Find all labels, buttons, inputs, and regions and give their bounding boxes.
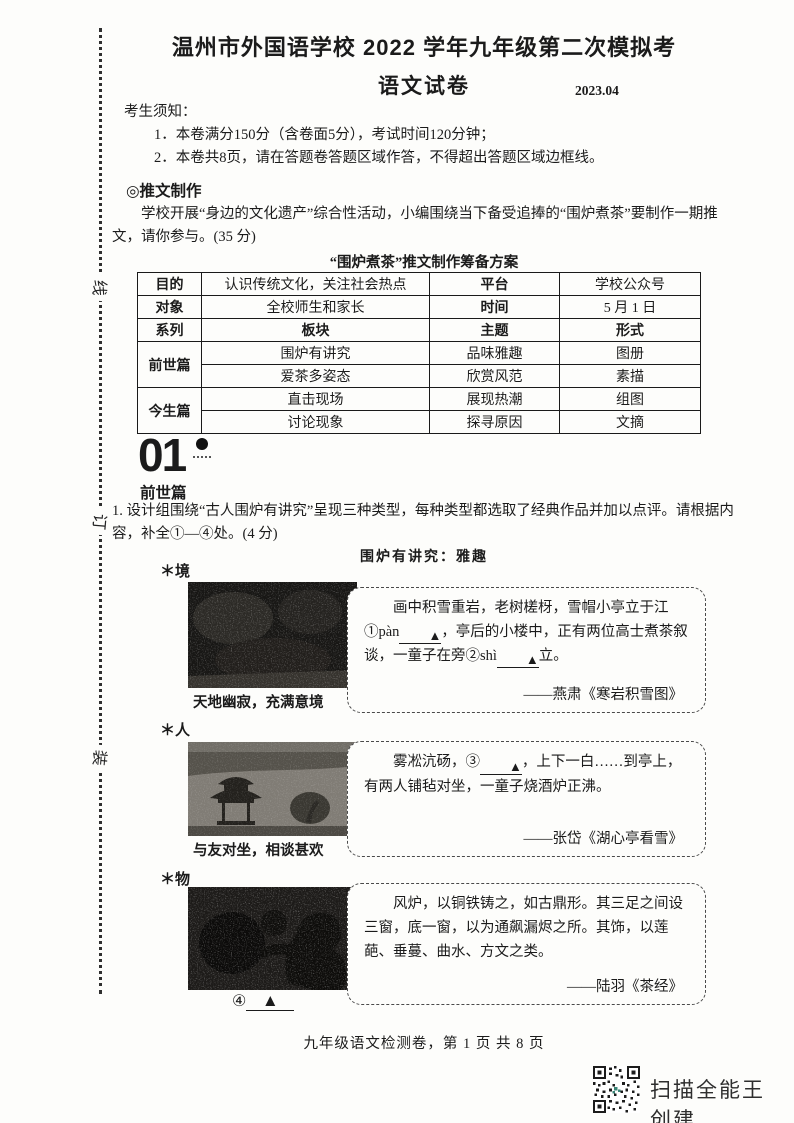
binding-char-ding: 订 [87,508,115,536]
cell-form: 图册 [559,341,701,365]
exam-date: 2023.04 [575,83,619,98]
section-intro: 学校开展“身边的文化遗产”综合性活动，小编围绕当下备受追捧的“围炉煮茶”要制作一… [112,206,718,245]
plan-table: 目的 认识传统文化，关注社会热点 平台 学校公众号 对象 全校师生和家长 时间 … [137,272,701,434]
item-label-jing: ＊境 [160,563,191,580]
quote-attribution-ren: ——张岱《湖心亭看雪》 [523,831,684,847]
page-footer: 九年级语文检测卷，第 1 页 共 8 页 [303,1036,545,1052]
quote-box-jing: 画中积雪重岩，老树槎枒，雪帽小亭立于江①pàn ▲，亭后的小楼中，正有两位高士煮茶… [347,587,706,713]
quote-text: 雾凇沆砀，③ ▲，上下一白……到亭上，有两人铺毡对坐，一童子烧酒炉正沸。 [348,742,705,800]
table-row: 今生篇 直击现场 展现热潮 组图 [137,387,701,434]
quote-box-wu: 风炉，以铜铁铸之，如古鼎形。其三足之间设三窗，底一窗，以为通飙漏烬之所。其饰，以… [347,883,706,1005]
table-row: 对象 全校师生和家长 时间 5 月 1 日 [137,295,701,319]
cell-platform-label: 平台 [429,272,560,296]
cell-block: 围炉有讲究 [201,341,430,365]
binding-char-xian: 线 [87,274,115,302]
notice-item-2: 2．本卷共8页，请在答题卷答题区域作答，不得超出答题区域边框线。 [154,150,604,166]
table-row: 系列 板块 主题 形式 [137,318,701,342]
cell-audience-label: 对象 [137,295,202,319]
fill-blank-1: ▲ [399,629,442,644]
ink-painting-snowy-rocks [188,582,357,688]
caption-circled-number: ④ [232,993,247,1010]
fill-blank-2: ▲ [496,653,539,668]
item-label-ren: ＊人 [160,722,191,739]
quote-attribution-jing: ——燕肃《寒岩积雪图》 [523,687,684,703]
question-1-text: 1. 设计组围绕“古人围炉有讲究”呈现三种类型，每种类型都选取了经典作品并加以点… [112,503,734,542]
badge-dot-icon [196,438,208,450]
cell-platform-value: 学校公众号 [559,272,701,296]
exam-title: 温州市外国语学校 2022 学年九年级第二次模拟考 [171,35,677,60]
quote-attribution-wu: ——陆羽《茶经》 [567,979,683,995]
subject-title: 语文试卷 [378,75,470,98]
image-caption-jing: 天地幽寂，充满意境 [193,695,324,711]
qr-code-icon [593,1066,640,1113]
cell-series-past: 前世篇 [137,341,202,388]
image-caption-wu-blank: ④ ▲ [232,991,295,1011]
badge-dashes-decoration [193,456,211,458]
table-row: 讨论现象 探寻原因 文摘 [138,410,701,434]
quote-segment: 画中积雪重岩，老树槎枒，雪帽小亭立于江①pàn [364,600,669,640]
cell-block: 爱茶多姿态 [201,364,430,388]
quote-text: 画中积雪重岩，老树槎枒，雪帽小亭立于江①pàn ▲，亭后的小楼中，正有两位高士煮茶… [348,588,705,668]
cell-audience-value: 全校师生和家长 [201,295,430,319]
section-number: 01 [138,429,187,481]
quote-segment: ，亭后的小楼中，正有两位高士煮茶叙谈，一童子在旁②shì [364,624,688,664]
quote-segment: 立。 [538,648,568,664]
cell-block: 直击现场 [201,387,430,411]
cell-theme-header: 主题 [429,318,560,342]
ink-painting-lake-pavilion [188,742,355,836]
table-row: 目的 认识传统文化，关注社会热点 平台 学校公众号 [137,272,701,296]
cell-time-label: 时间 [429,295,560,319]
quote-segment: 风炉，以铜铁铸之，如古鼎形。其三足之间设三窗，底一窗，以为通飙漏烬之所。其饰，以… [364,896,683,960]
cell-series-label: 系列 [137,318,202,342]
cell-theme: 品味雅趣 [429,341,560,365]
cell-purpose-value: 认识传统文化，关注社会热点 [201,272,430,296]
notice-item-1: 1．本卷满分150分（含卷面5分），考试时间120分钟； [154,127,495,143]
cell-column-header: 板块 [201,318,430,342]
fill-blank-4: ▲ [246,992,295,1011]
cell-block: 讨论现象 [201,410,430,434]
quote-text: 风炉，以铜铁铸之，如古鼎形。其三足之间设三窗，底一窗，以为通飙漏烬之所。其饰，以… [348,884,705,964]
section-heading-tweet: ◎推文制作 [126,183,202,200]
cell-purpose-label: 目的 [137,272,202,296]
plan-table-caption: “围炉煮茶”推文制作筹备方案 [329,255,519,271]
ink-painting-stove-figure [188,887,357,990]
item-label-wu: ＊物 [160,871,191,888]
diagram-title: 围炉有讲究：雅趣 [360,550,488,565]
image-caption-ren: 与友对坐，相谈甚欢 [193,843,324,859]
cell-series-present: 今生篇 [137,387,202,434]
quote-segment: ，上下一白……到亭上，有两人铺毡对坐，一童子烧酒炉正沸。 [364,754,682,795]
fill-blank-3: ▲ [480,760,522,775]
section-subtitle: 前世篇 [140,485,187,502]
cell-form-header: 形式 [559,318,701,342]
table-row: 前世篇 围炉有讲究 品味雅趣 图册 [137,341,701,388]
scanner-watermark-text: 扫描全能王 创建 [650,1079,765,1123]
cell-theme: 欣赏风范 [429,364,560,388]
cell-theme: 探寻原因 [429,410,560,434]
cell-form: 文摘 [559,410,701,434]
table-row: 爱茶多姿态 欣赏风范 素描 [138,364,701,388]
cell-form: 素描 [559,364,701,388]
quote-box-ren: 雾凇沆砀，③ ▲，上下一白……到亭上，有两人铺毡对坐，一童子烧酒炉正沸。 ——张岱… [347,741,706,857]
cell-theme: 展现热潮 [429,387,560,411]
cell-form: 组图 [559,387,701,411]
cell-time-value: 5 月 1 日 [559,295,701,319]
binding-char-zhuang: 装 [87,744,115,772]
quote-segment: 雾凇沆砀，③ [393,754,480,770]
notice-heading: 考生须知： [124,104,197,120]
